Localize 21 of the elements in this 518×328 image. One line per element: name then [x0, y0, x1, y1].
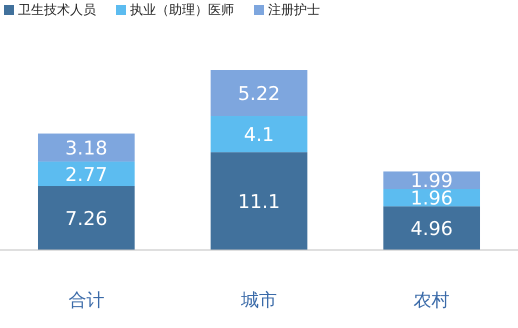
bar: [210, 70, 308, 116]
x-tick-label: 城市: [240, 290, 277, 311]
data-label: 4.1: [244, 124, 274, 146]
data-label: 1.96: [410, 188, 453, 210]
bar: [38, 186, 135, 250]
bar: [210, 152, 308, 250]
x-tick-label: 农村: [414, 290, 450, 311]
data-label: 2.77: [65, 164, 108, 186]
data-label: 3.18: [65, 138, 108, 160]
legend-label: 卫生技术人员: [18, 3, 96, 18]
x-tick-label: 合计: [68, 290, 104, 311]
data-label: 4.96: [410, 218, 453, 240]
bar: [383, 206, 480, 250]
data-label: 11.1: [238, 191, 280, 214]
legend-label: 执业（助理）医师: [130, 3, 234, 18]
bar: [38, 162, 135, 186]
bar: [38, 134, 135, 162]
data-label: 5.22: [238, 83, 280, 106]
bar: [210, 116, 308, 152]
legend-label: 注册护士: [268, 3, 320, 18]
data-label: 7.26: [65, 208, 108, 230]
